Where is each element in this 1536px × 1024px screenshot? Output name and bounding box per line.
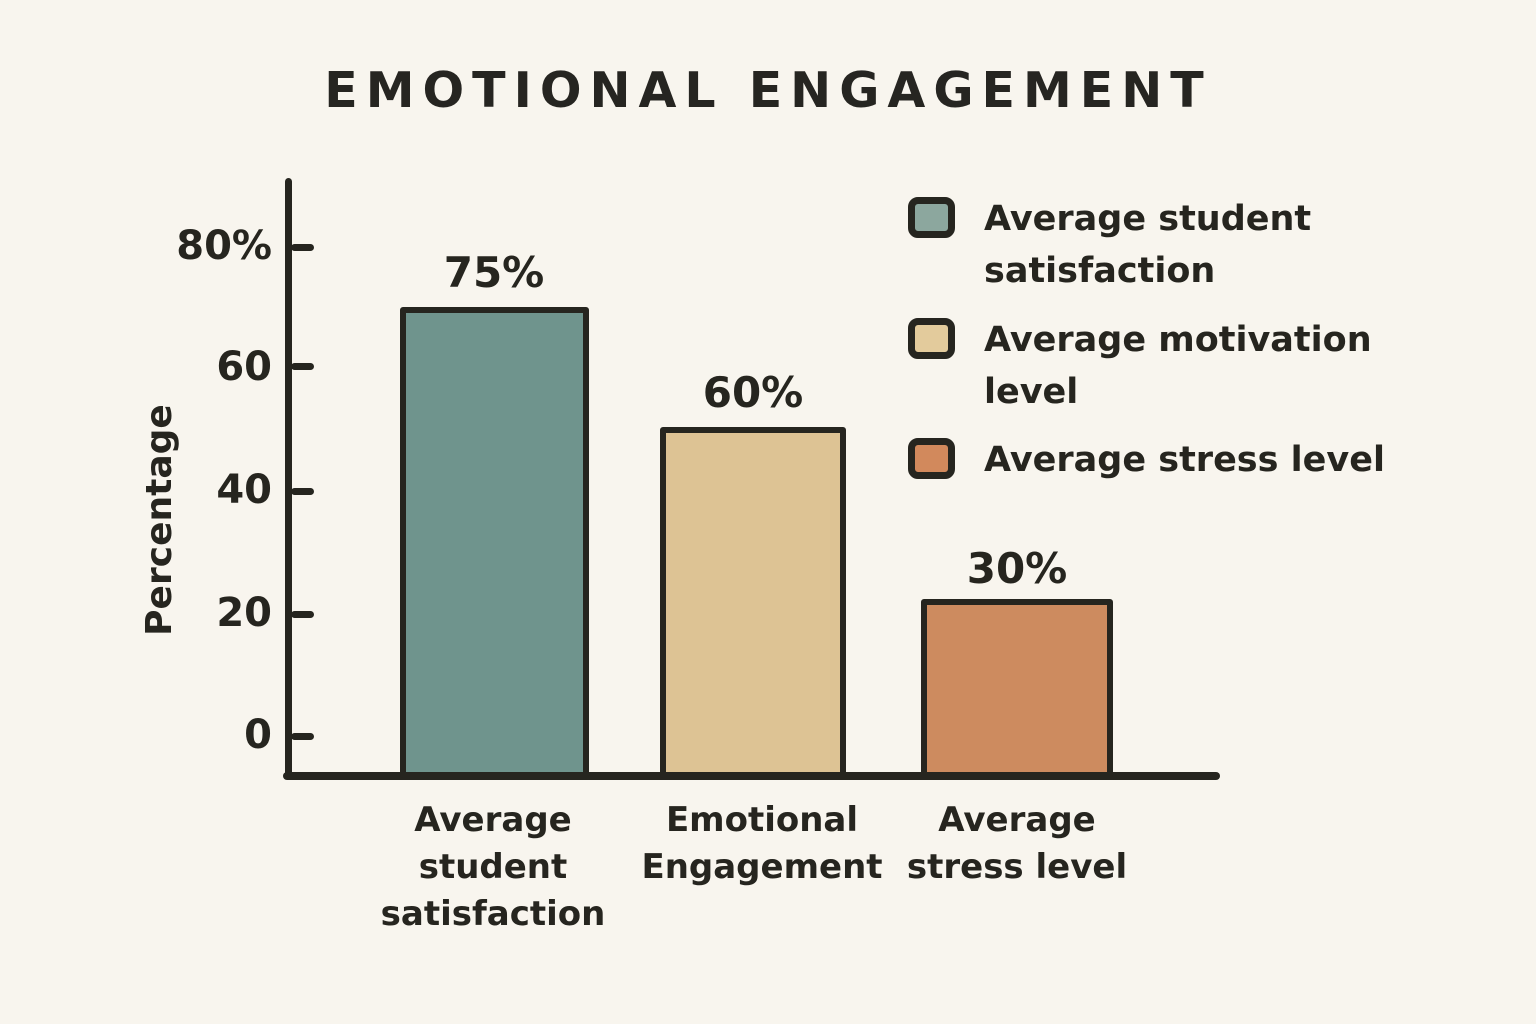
chart-title: EMOTIONAL ENGAGEMENT — [324, 62, 1212, 119]
legend-label: Average motivation level — [984, 314, 1372, 418]
bar-average-stress-level — [921, 599, 1113, 778]
y-tick-label: 0 — [244, 712, 272, 758]
legend-label-line: Average student — [984, 199, 1312, 239]
x-tick-label: Average stress level — [877, 797, 1157, 891]
y-tick-label: 60 — [216, 344, 272, 390]
x-tick-line: Average — [414, 800, 572, 840]
y-tick — [291, 611, 314, 618]
legend-label: Average stress level — [984, 434, 1385, 486]
y-tick-label: 40 — [216, 467, 272, 513]
bar-value-label: 75% — [443, 248, 545, 297]
x-tick-line: student — [418, 847, 568, 887]
y-tick-label: 80% — [176, 223, 272, 269]
x-tick-line: stress level — [906, 847, 1128, 887]
y-axis-title: Percentage — [139, 404, 180, 636]
legend-label-line: level — [984, 372, 1079, 412]
x-tick-line: Engagement — [641, 847, 883, 887]
legend-label-line: Average stress level — [984, 440, 1385, 480]
legend-label-line: Average motivation — [984, 320, 1372, 360]
bar-value-label: 60% — [702, 368, 804, 417]
y-tick — [291, 488, 314, 495]
legend-label-line: satisfaction — [984, 251, 1216, 291]
y-tick — [291, 733, 314, 740]
legend-swatch-teal — [908, 197, 955, 238]
bar-emotional-engagement — [660, 427, 846, 778]
legend-swatch-orange — [908, 438, 955, 479]
x-tick-label: Emotional Engagement — [622, 797, 902, 891]
y-tick — [291, 363, 314, 370]
legend-swatch-tan — [908, 318, 955, 359]
x-tick-line: Average — [938, 800, 1096, 840]
x-tick-line: satisfaction — [380, 894, 606, 934]
bar-value-label: 30% — [966, 544, 1068, 593]
y-tick — [291, 244, 314, 251]
bar-average-student-satisfaction — [400, 307, 589, 778]
y-axis-line — [285, 178, 292, 779]
x-tick-label: Average student satisfaction — [353, 797, 633, 938]
legend-label: Average student satisfaction — [984, 193, 1311, 297]
y-tick-label: 20 — [216, 590, 272, 636]
x-tick-line: Emotional — [665, 800, 859, 840]
